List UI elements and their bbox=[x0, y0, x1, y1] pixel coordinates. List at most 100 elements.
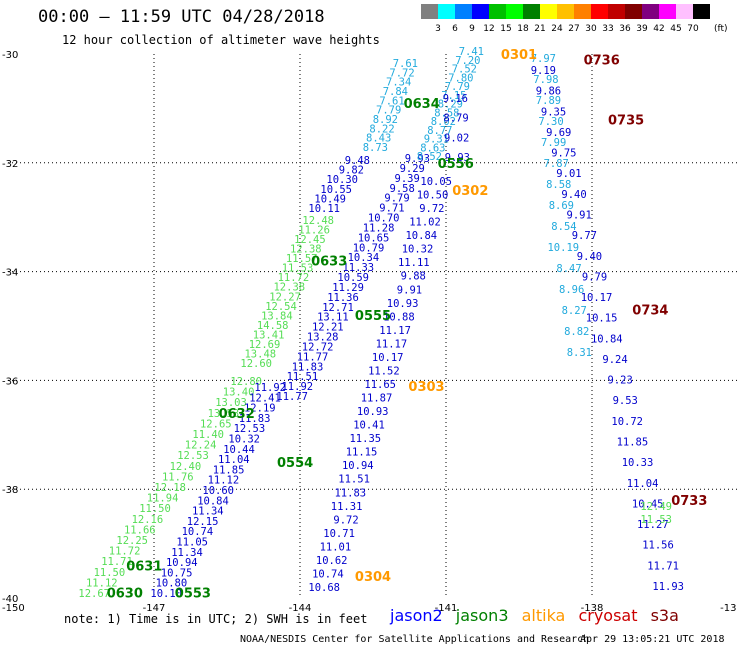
track-value-label: 9.24 bbox=[602, 354, 627, 366]
track-value-label: 10.88 bbox=[383, 311, 415, 323]
chart-title: 00:00 – 11:59 UTC 04/28/2018 bbox=[38, 7, 325, 27]
track-value-label: 9.19 bbox=[531, 65, 556, 77]
colorbar-tick-label: 24 bbox=[551, 24, 563, 34]
x-tick-label: -147 bbox=[143, 603, 166, 614]
track-value-label: 9.58 bbox=[390, 183, 415, 195]
track-value-label: 8.96 bbox=[559, 284, 584, 296]
track-value-label: 10.94 bbox=[166, 557, 198, 569]
track-value-label: 12.38 bbox=[290, 244, 322, 256]
track-value-label: 8.27 bbox=[562, 305, 587, 317]
track-value-label: 10.49 bbox=[314, 193, 346, 205]
track-value-label: 8.77 bbox=[427, 125, 452, 137]
pass-time-label: 0630 bbox=[107, 587, 143, 602]
track-value-label: 9.16 bbox=[443, 93, 468, 105]
track-value-label: 9.23 bbox=[608, 375, 633, 387]
track-value-label: 7.84 bbox=[383, 86, 408, 98]
pass-time-label: 0554 bbox=[277, 456, 313, 471]
colorbar-unit: (ft) bbox=[714, 24, 727, 34]
track-value-label: 13.11 bbox=[317, 312, 349, 324]
track-value-label: 11.12 bbox=[86, 577, 118, 589]
colorbar-tick-label: 45 bbox=[670, 24, 681, 34]
colorbar-tick-label: 39 bbox=[636, 24, 648, 34]
track-value-label: 7.87 bbox=[544, 158, 569, 170]
pass-time-label: 0632 bbox=[219, 407, 255, 422]
track-value-label: 12.72 bbox=[302, 341, 334, 353]
y-tick-label: -34 bbox=[2, 268, 18, 279]
track-value-label: 11.01 bbox=[320, 541, 352, 553]
track-value-label: 7.52 bbox=[452, 64, 477, 76]
pass-time-label: 0735 bbox=[608, 113, 644, 128]
colorbar-tick-label: 36 bbox=[619, 24, 631, 34]
colorbar-swatch bbox=[506, 4, 523, 19]
legend: jason2 jason3 altika cryosat s3a bbox=[390, 606, 687, 625]
track-value-label: 10.32 bbox=[402, 244, 434, 256]
track-value-label: 7.61 bbox=[393, 58, 418, 70]
colorbar-tick-label: 27 bbox=[568, 24, 579, 34]
pass-time-label: 0556 bbox=[438, 157, 474, 172]
colorbar: 3 6 9 12 15 18 21 24 27 30 33 36 39 42 45 70 (ft) bbox=[421, 4, 727, 34]
track-value-label: 9.91 bbox=[567, 210, 592, 222]
track-value-label: 10.11 bbox=[308, 203, 340, 215]
track-value-label: 12.53 bbox=[234, 423, 266, 435]
colorbar-swatch bbox=[693, 4, 710, 19]
track-value-label: 9.82 bbox=[339, 165, 364, 177]
track-value-label: 9.72 bbox=[419, 203, 444, 215]
track-value-label: 11.93 bbox=[652, 581, 684, 593]
pass-time-label: 0633 bbox=[311, 255, 347, 270]
track-value-label: 11.04 bbox=[218, 454, 250, 466]
track-value-label: 9.40 bbox=[561, 189, 586, 201]
track-value-label: 12.21 bbox=[312, 322, 344, 334]
track-value-label: 10.93 bbox=[357, 406, 389, 418]
track-value-label: 11.34 bbox=[192, 506, 224, 518]
y-tick-label: -36 bbox=[2, 376, 18, 387]
pass-time-label: 0304 bbox=[355, 570, 391, 585]
colorbar-tick-label: 42 bbox=[653, 24, 664, 34]
track-value-label: 11.28 bbox=[363, 222, 395, 234]
track-value-label: 10.15 bbox=[586, 313, 618, 325]
track-value-label: 8.31 bbox=[567, 347, 592, 359]
track-value-label: 10.79 bbox=[353, 242, 385, 254]
pass-time-label: 0301 bbox=[501, 48, 537, 63]
track-value-label: 9.29 bbox=[400, 163, 425, 175]
legend-s3a: s3a bbox=[650, 606, 679, 625]
track-value-label: 10.74 bbox=[312, 569, 344, 581]
track-value-label: 7.72 bbox=[389, 67, 414, 79]
track-value-label: 9.01 bbox=[556, 168, 581, 180]
track-value-label: 10.84 bbox=[405, 230, 437, 242]
track-value-label: 9.40 bbox=[577, 251, 602, 263]
track-value-label: 10.60 bbox=[202, 485, 234, 497]
track-value-label: 11.72 bbox=[278, 272, 310, 284]
track-value-label: 9.93 bbox=[445, 152, 470, 164]
track-value-label: 10.45 bbox=[632, 498, 664, 510]
track-value-label: 9.53 bbox=[613, 395, 638, 407]
track-value-label: 10.65 bbox=[358, 232, 390, 244]
pass-time-label: 0553 bbox=[175, 587, 211, 602]
x-tick-label: -13 bbox=[720, 603, 736, 614]
colorbar-tick-label: 33 bbox=[602, 24, 613, 34]
track-value-label: 14.58 bbox=[257, 320, 289, 332]
track-value-label: 11.92 bbox=[254, 382, 286, 394]
colorbar-swatch bbox=[608, 4, 625, 19]
track-value-label: 11.76 bbox=[162, 471, 194, 483]
colorbar-swatch bbox=[659, 4, 676, 19]
track-value-label: 10.55 bbox=[320, 184, 352, 196]
track-value-label: 12.67 bbox=[78, 588, 110, 600]
track-value-label: 8.47 bbox=[556, 263, 581, 275]
track-value-label: 8.52 bbox=[417, 151, 442, 163]
track-value-label: 8.22 bbox=[369, 123, 394, 135]
track-value-label: 12.16 bbox=[132, 514, 164, 526]
track-value-label: 12.19 bbox=[244, 403, 276, 415]
track-value-label: 11.15 bbox=[346, 447, 378, 459]
track-value-label: 8.69 bbox=[549, 200, 574, 212]
track-value-label: 7.15 bbox=[441, 90, 466, 102]
track-value-label: 10.17 bbox=[581, 292, 613, 304]
track-value-label: 12.54 bbox=[265, 301, 297, 313]
track-value-label: 10.80 bbox=[156, 578, 188, 590]
colorbar-tick-label: 12 bbox=[483, 24, 494, 34]
track-value-label: 9.77 bbox=[572, 230, 597, 242]
track-value-label: 8.92 bbox=[373, 114, 398, 126]
track-value-label: 11.85 bbox=[213, 464, 245, 476]
track-value-label: 13.40 bbox=[223, 387, 255, 399]
pass-time-label: 0634 bbox=[404, 97, 440, 112]
